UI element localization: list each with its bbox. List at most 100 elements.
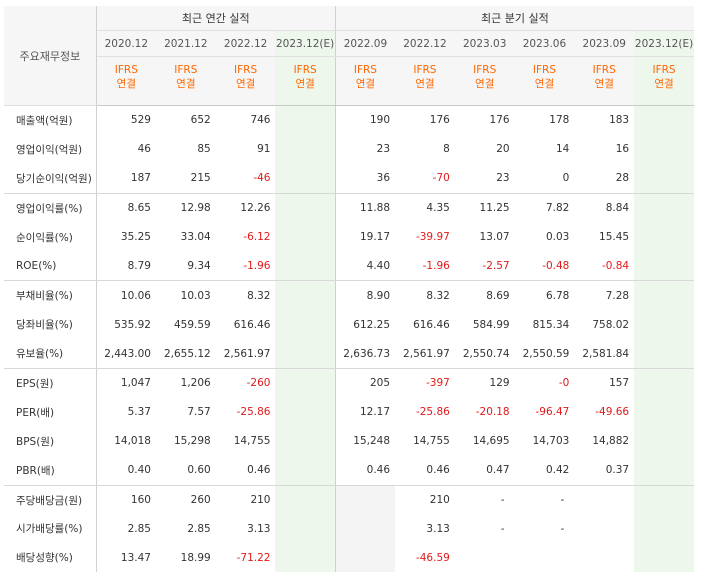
basis-line-ifrs: IFRS xyxy=(395,63,455,77)
value-cell xyxy=(275,427,335,456)
value-cell: 12.17 xyxy=(335,398,395,427)
value-cell xyxy=(275,456,335,485)
value-cell: 2,561.97 xyxy=(395,339,455,368)
value-cell: 9.34 xyxy=(156,251,216,280)
value-cell: 23 xyxy=(455,164,515,193)
row-label: 매출액(억원) xyxy=(4,106,96,135)
period-header: 2022.09 xyxy=(335,31,395,57)
value-cell: -1.96 xyxy=(395,251,455,280)
value-cell: 616.46 xyxy=(216,310,276,339)
value-cell: 746 xyxy=(216,106,276,135)
value-cell: -0.48 xyxy=(515,251,575,280)
value-cell xyxy=(634,281,694,310)
value-cell: 16 xyxy=(574,135,634,164)
value-cell: 3.13 xyxy=(216,514,276,543)
value-cell: 183 xyxy=(574,106,634,135)
value-cell xyxy=(275,193,335,222)
value-cell: 10.06 xyxy=(96,281,156,310)
value-cell xyxy=(275,339,335,368)
value-cell: 7.57 xyxy=(156,398,216,427)
value-cell xyxy=(634,543,694,572)
value-cell: -46.59 xyxy=(395,543,455,572)
basis-line-ifrs: IFRS xyxy=(216,63,276,77)
value-cell xyxy=(634,251,694,280)
value-cell: 2,561.97 xyxy=(216,339,276,368)
value-cell: 6.78 xyxy=(515,281,575,310)
value-cell: 4.40 xyxy=(335,251,395,280)
value-cell: 4.35 xyxy=(395,193,455,222)
value-cell: 14,703 xyxy=(515,427,575,456)
value-cell: -71.22 xyxy=(216,543,276,572)
value-cell: 36 xyxy=(335,164,395,193)
value-cell xyxy=(574,543,634,572)
value-cell xyxy=(634,369,694,398)
value-cell: 19.17 xyxy=(335,223,395,252)
value-cell: 2,655.12 xyxy=(156,339,216,368)
value-cell: 28 xyxy=(574,164,634,193)
row-label: 순이익률(%) xyxy=(4,223,96,252)
value-cell: 85 xyxy=(156,135,216,164)
basis-line-ifrs: IFRS xyxy=(336,63,395,77)
row-label: 주당배당금(원) xyxy=(4,485,96,514)
value-cell: 459.59 xyxy=(156,310,216,339)
basis-line-consolidated: 연결 xyxy=(515,77,575,91)
value-cell xyxy=(634,135,694,164)
row-label: 배당성향(%) xyxy=(4,543,96,572)
value-cell: 2,550.74 xyxy=(455,339,515,368)
annual-group-header: 최근 연간 실적 xyxy=(96,6,335,31)
value-cell: 2,443.00 xyxy=(96,339,156,368)
value-cell xyxy=(275,281,335,310)
value-cell: 0.60 xyxy=(156,456,216,485)
value-cell: -39.97 xyxy=(395,223,455,252)
value-cell xyxy=(634,164,694,193)
value-cell: 11.88 xyxy=(335,193,395,222)
value-cell: 176 xyxy=(395,106,455,135)
value-cell: -6.12 xyxy=(216,223,276,252)
value-cell: 0.42 xyxy=(515,456,575,485)
value-cell xyxy=(634,223,694,252)
value-cell: 91 xyxy=(216,135,276,164)
value-cell: 7.82 xyxy=(515,193,575,222)
value-cell: 46 xyxy=(96,135,156,164)
value-cell xyxy=(275,106,335,135)
basis-line-consolidated: 연결 xyxy=(275,77,334,91)
value-cell: 535.92 xyxy=(96,310,156,339)
value-cell: -25.86 xyxy=(395,398,455,427)
value-cell: - xyxy=(455,485,515,514)
value-cell: 160 xyxy=(96,485,156,514)
value-cell: 20 xyxy=(455,135,515,164)
period-header: 2023.06 xyxy=(515,31,575,57)
value-cell: 616.46 xyxy=(395,310,455,339)
value-cell xyxy=(634,514,694,543)
basis-line-ifrs: IFRS xyxy=(275,63,334,77)
basis-line-consolidated: 연결 xyxy=(97,77,156,91)
value-cell: -397 xyxy=(395,369,455,398)
value-cell: 758.02 xyxy=(574,310,634,339)
value-cell xyxy=(455,543,515,572)
value-cell: -20.18 xyxy=(455,398,515,427)
value-cell xyxy=(634,106,694,135)
row-label: BPS(원) xyxy=(4,427,96,456)
value-cell: 0.46 xyxy=(335,456,395,485)
value-cell xyxy=(275,485,335,514)
value-cell xyxy=(275,223,335,252)
value-cell: -46 xyxy=(216,164,276,193)
value-cell xyxy=(634,485,694,514)
period-header: 2020.12 xyxy=(96,31,156,57)
value-cell: 0.03 xyxy=(515,223,575,252)
value-cell xyxy=(515,543,575,572)
row-label: PER(배) xyxy=(4,398,96,427)
value-cell: 0.40 xyxy=(96,456,156,485)
basis-line-consolidated: 연결 xyxy=(336,77,395,91)
